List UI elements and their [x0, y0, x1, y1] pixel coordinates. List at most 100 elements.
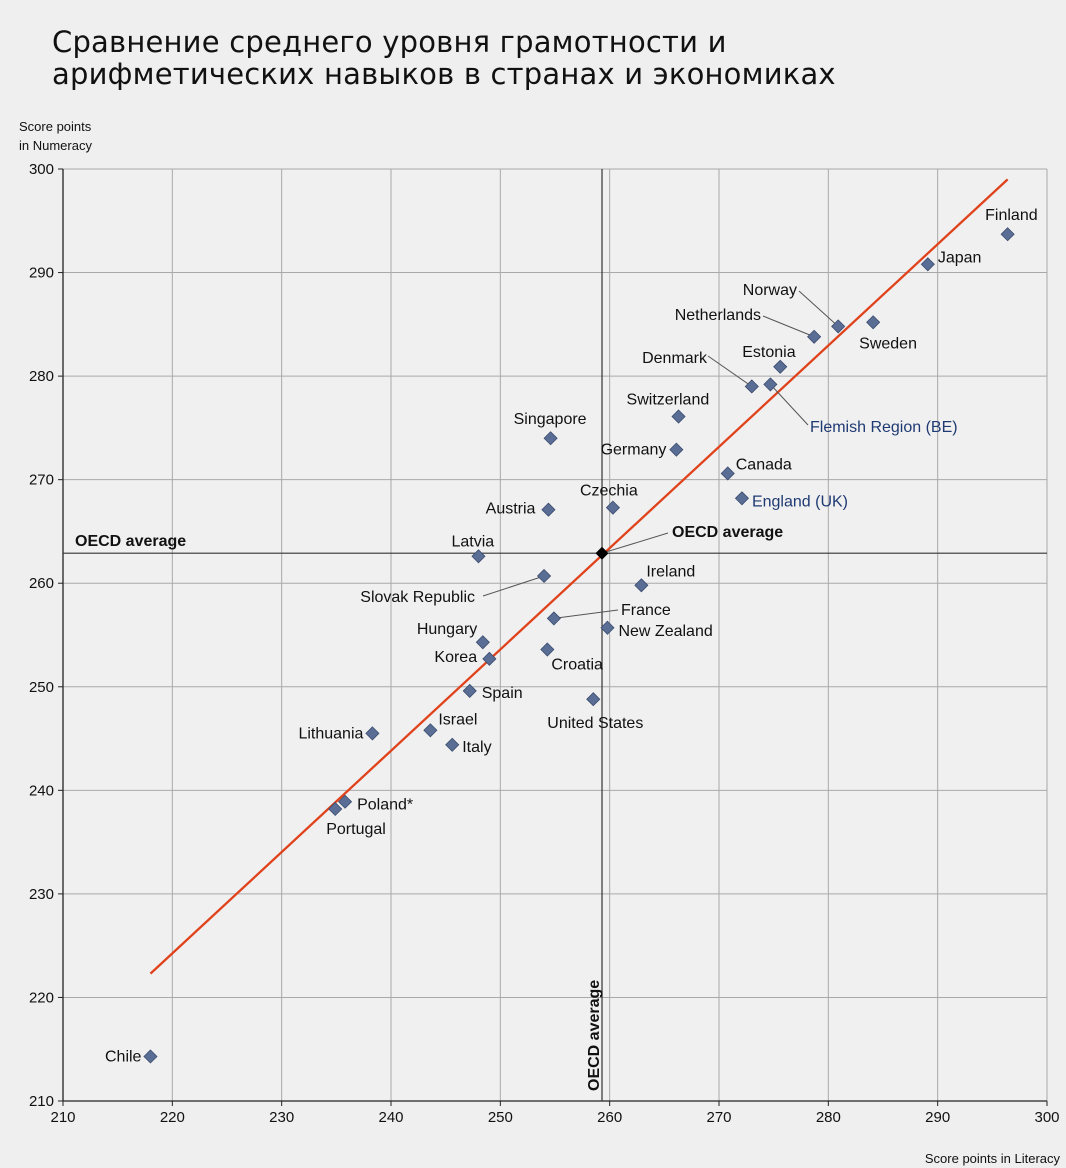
- data-point: [671, 409, 686, 424]
- point-label: Lithuania: [298, 725, 363, 742]
- data-point: [920, 257, 935, 272]
- point-label: Singapore: [514, 411, 587, 428]
- point-label: Portugal: [326, 821, 386, 838]
- y-axis-title-line-1: Score points: [19, 119, 92, 134]
- leader-line: [770, 384, 809, 426]
- point-label: Canada: [736, 456, 792, 473]
- x-tick-label: 300: [1034, 1109, 1059, 1126]
- x-axis-title: Score points in Literacy: [925, 1151, 1061, 1166]
- point-label: England (UK): [752, 493, 848, 510]
- point-label: Flemish Region (BE): [810, 419, 958, 436]
- plot-area: [63, 169, 1047, 1101]
- y-tick-label: 280: [29, 368, 54, 385]
- point-label: Norway: [743, 282, 797, 299]
- y-tick-label: 240: [29, 782, 54, 799]
- point-label: Denmark: [642, 350, 708, 367]
- data-point: [669, 442, 684, 457]
- point-label: Germany: [601, 442, 667, 459]
- data-point: [734, 491, 750, 506]
- point-label: Chile: [105, 1048, 142, 1065]
- point-label: Switzerland: [627, 391, 710, 408]
- point-label: Sweden: [859, 335, 917, 352]
- leader-line: [707, 355, 753, 387]
- leader-line: [553, 609, 619, 619]
- point-label: Ireland: [646, 563, 695, 580]
- leader-line: [601, 532, 669, 554]
- data-point: [445, 737, 460, 752]
- x-tick-label: 280: [816, 1109, 841, 1126]
- data-point: [744, 379, 759, 394]
- data-point: [543, 431, 558, 446]
- x-tick-label: 260: [597, 1109, 622, 1126]
- point-label: New Zealand: [618, 623, 712, 640]
- trend-line: [149, 178, 1009, 975]
- title-line-2: арифметических навыков в странах и эконо…: [52, 57, 836, 91]
- x-tick-label: 230: [269, 1109, 294, 1126]
- data-point: [540, 642, 555, 657]
- point-label: Israel: [438, 711, 477, 728]
- point-label: Netherlands: [675, 307, 761, 324]
- oecd-average-vline-label: OECD average: [586, 980, 603, 1091]
- data-point: [546, 611, 561, 626]
- point-label: Hungary: [417, 621, 477, 638]
- point-label: United States: [547, 715, 643, 732]
- leader-line: [482, 575, 545, 597]
- oecd-average-hline-label: OECD average: [75, 533, 186, 550]
- y-tick-label: 270: [29, 472, 54, 489]
- point-label: Austria: [486, 501, 536, 518]
- point-label: Spain: [482, 685, 523, 702]
- data-point: [600, 620, 615, 635]
- x-tick-label: 270: [706, 1109, 731, 1126]
- data-point: [482, 651, 497, 666]
- data-point: [605, 500, 621, 515]
- data-point: [328, 801, 343, 817]
- oecd-average-point-label: OECD average: [672, 524, 783, 541]
- data-point: [471, 549, 486, 564]
- y-tick-label: 250: [29, 679, 54, 696]
- point-label: Poland*: [357, 797, 413, 814]
- data-point: [763, 377, 778, 392]
- data-point: [537, 568, 552, 584]
- point-label: Finland: [985, 207, 1037, 224]
- data-point: [831, 319, 846, 334]
- y-tick-label: 300: [29, 161, 54, 178]
- data-point: [634, 578, 649, 593]
- point-label: Czechia: [580, 483, 638, 500]
- data-point: [586, 692, 601, 707]
- data-point: [462, 683, 477, 698]
- x-tick-label: 290: [925, 1109, 950, 1126]
- point-label: Slovak Republic: [360, 589, 475, 606]
- oecd-average-point: [595, 546, 609, 560]
- data-point: [720, 466, 735, 481]
- data-point: [475, 635, 490, 650]
- data-point: [365, 726, 380, 741]
- data-point: [541, 502, 556, 517]
- x-tick-label: 220: [160, 1109, 185, 1126]
- point-label: Italy: [462, 739, 491, 756]
- y-tick-label: 290: [29, 265, 54, 282]
- data-point: [1000, 227, 1015, 242]
- x-tick-label: 210: [50, 1109, 75, 1126]
- y-tick-label: 220: [29, 989, 54, 1006]
- leader-line: [762, 315, 815, 338]
- data-point: [773, 359, 788, 374]
- point-label: Korea: [434, 649, 477, 666]
- y-tick-label: 210: [29, 1093, 54, 1110]
- y-axis-title-line-2: in Numeracy: [19, 138, 92, 153]
- point-label: Estonia: [742, 344, 795, 361]
- point-label: Croatia: [551, 656, 603, 673]
- point-label: Japan: [938, 249, 982, 266]
- point-label: Latvia: [451, 533, 494, 550]
- data-point: [423, 723, 438, 738]
- y-tick-label: 260: [29, 575, 54, 592]
- data-point: [338, 794, 353, 809]
- x-tick-label: 250: [488, 1109, 513, 1126]
- x-tick-label: 240: [378, 1109, 403, 1126]
- point-label: France: [621, 602, 671, 619]
- data-point: [143, 1049, 158, 1064]
- y-tick-label: 230: [29, 886, 54, 903]
- title-line-1: Сравнение среднего уровня грамотности и: [52, 25, 727, 59]
- leader-line: [798, 290, 839, 327]
- data-point: [807, 329, 822, 344]
